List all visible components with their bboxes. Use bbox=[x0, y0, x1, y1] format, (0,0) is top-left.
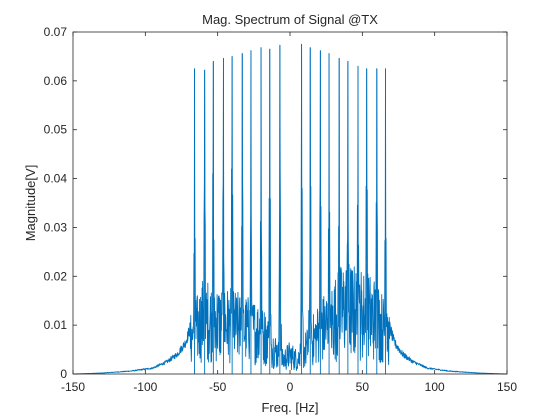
y-tick-label: 0.06 bbox=[44, 74, 68, 88]
y-axis-ticks: 0 0.01 0.02 0.03 0.04 0.05 0.06 0.07 bbox=[44, 25, 507, 381]
y-tick-label: 0 bbox=[60, 367, 67, 381]
y-tick-label: 0.07 bbox=[44, 25, 68, 39]
x-tick-label: 100 bbox=[425, 380, 445, 394]
y-tick-label: 0.04 bbox=[44, 172, 68, 186]
x-tick-label: -50 bbox=[209, 380, 227, 394]
y-tick-label: 0.02 bbox=[44, 269, 68, 283]
x-tick-label: -150 bbox=[61, 380, 85, 394]
y-axis-title: Magnitude[V] bbox=[23, 165, 38, 242]
y-tick-label: 0.05 bbox=[44, 123, 68, 137]
y-tick-label: 0.01 bbox=[44, 318, 68, 332]
plot-area bbox=[73, 32, 507, 374]
spectrum-series bbox=[72, 43, 508, 375]
x-axis-title: Freq. [Hz] bbox=[261, 400, 318, 415]
x-axis-ticks: -150 -100 -50 0 50 100 150 bbox=[61, 32, 517, 394]
x-tick-label: 150 bbox=[497, 380, 517, 394]
spectrum-line bbox=[72, 43, 508, 375]
x-tick-label: -100 bbox=[133, 380, 157, 394]
x-tick-label: 50 bbox=[356, 380, 370, 394]
chart-title: Mag. Spectrum of Signal @TX bbox=[202, 12, 378, 27]
y-tick-label: 0.03 bbox=[44, 220, 68, 234]
x-tick-label: 0 bbox=[287, 380, 294, 394]
